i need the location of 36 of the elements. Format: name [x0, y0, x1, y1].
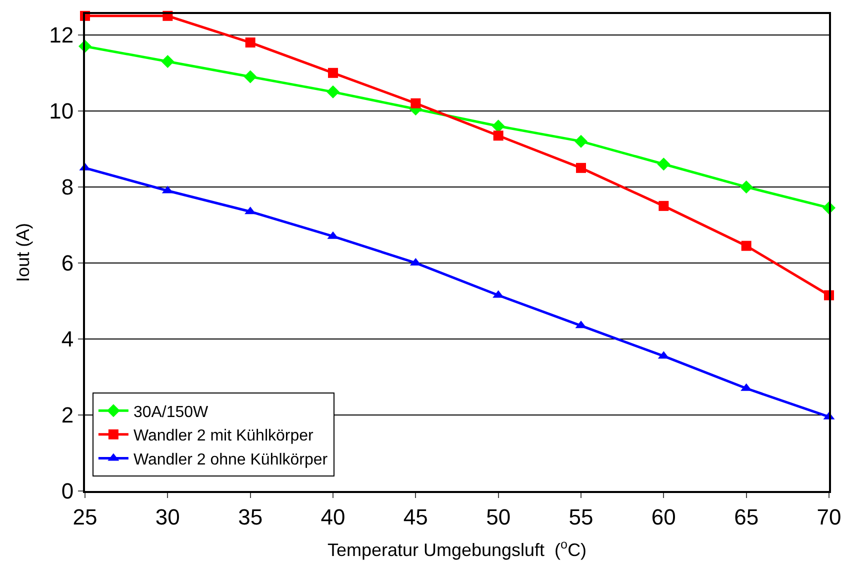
x-tick-label: 45	[403, 504, 428, 530]
point	[740, 180, 753, 194]
y-tick-label: 2	[61, 402, 74, 428]
x-tick-label: 60	[651, 504, 676, 530]
x-tick-label: 50	[486, 504, 511, 530]
point	[328, 68, 338, 78]
y-tick-label: 4	[61, 326, 74, 352]
point	[741, 240, 752, 251]
point	[244, 70, 257, 84]
x-tick-label: 40	[320, 504, 346, 530]
legend-label: Wandler 2 mit Kühlkörper	[133, 428, 314, 445]
point	[326, 85, 340, 98]
y-tick-label: 0	[61, 478, 74, 504]
x-tick-label: 65	[734, 504, 759, 530]
x-axis-title: Temperatur Umgebungsluft ($^{o}$C)	[327, 537, 587, 560]
x-tick-label: 25	[72, 504, 98, 530]
point	[492, 120, 505, 133]
point	[658, 200, 669, 211]
legend-label: 30A/150W	[133, 404, 210, 421]
point	[410, 98, 421, 108]
y-tick-label: 10	[49, 98, 74, 124]
x-tick-label: 35	[238, 504, 263, 530]
y-axis-title: Iout (A)	[12, 222, 33, 282]
x-tick-label: 30	[155, 504, 180, 530]
point	[245, 38, 256, 48]
x-tick-label: 55	[568, 504, 594, 530]
y-tick-label: 6	[61, 250, 74, 276]
point	[574, 134, 588, 148]
legend-label: Wandler 2 ohne Kühlkörper	[133, 451, 328, 468]
y-tick-label: 8	[61, 174, 74, 200]
point	[576, 162, 586, 173]
point	[161, 55, 174, 68]
point	[657, 158, 670, 171]
y-tick-label: 12	[49, 22, 74, 48]
point	[493, 130, 504, 141]
x-tick-label: 70	[816, 504, 842, 530]
